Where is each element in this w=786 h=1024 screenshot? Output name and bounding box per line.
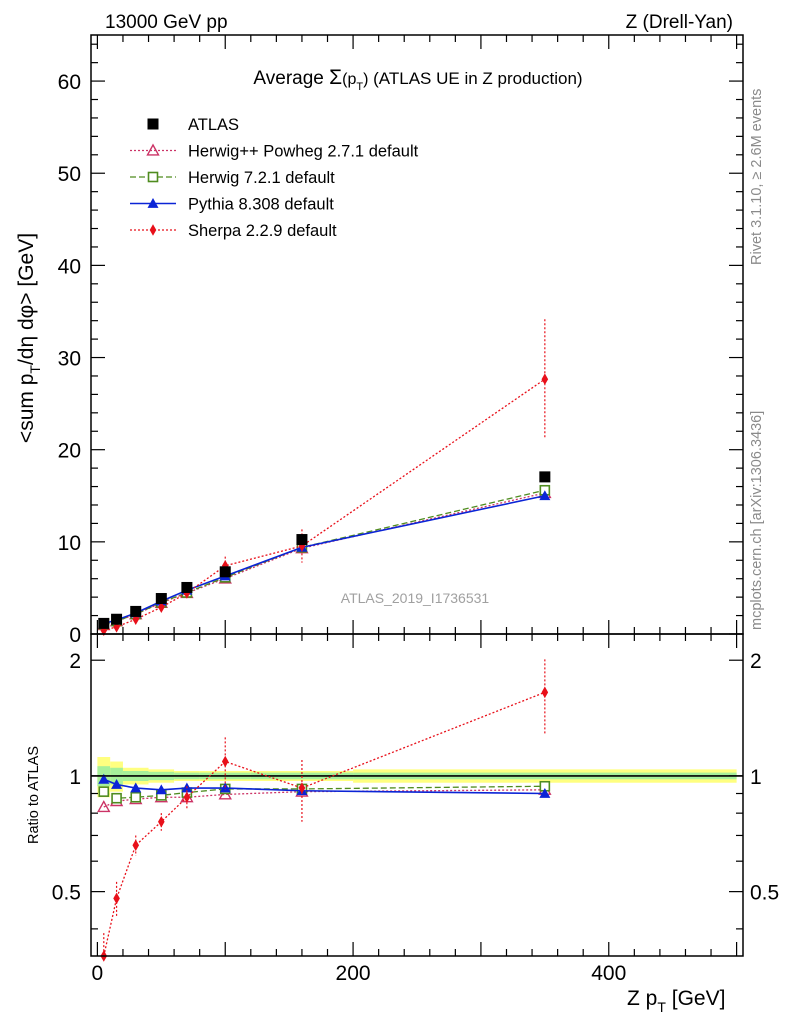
ratio-tick-label-right: 1 bbox=[750, 766, 762, 789]
ratio-point bbox=[298, 782, 306, 794]
axis-ticks: 0 10 20 30 40 50 60 0 200 400 0.5 0.5 1 1 2 2 bbox=[52, 35, 779, 985]
atlas-point bbox=[111, 613, 123, 625]
header-left: 13000 GeV pp bbox=[105, 12, 228, 33]
series-line bbox=[103, 378, 546, 631]
data-point bbox=[541, 373, 549, 385]
x-axis-title: Z pT [GeV] bbox=[627, 987, 725, 1015]
y-tick-label: 60 bbox=[58, 71, 81, 94]
ratio-point bbox=[98, 773, 110, 784]
ratio-point bbox=[130, 782, 142, 793]
y-tick-label: 30 bbox=[58, 348, 81, 371]
ratio-tick-label-left: 0.5 bbox=[52, 882, 81, 905]
y-tick-label: 50 bbox=[58, 163, 81, 186]
ratio-point bbox=[221, 755, 229, 768]
mcplots-label: mcplots.cern.ch [arXiv:1306.3436] bbox=[749, 411, 765, 630]
legend-label: Sherpa 2.2.9 default bbox=[188, 222, 337, 240]
y-axis-title: <sum pT/dη dφ> [GeV] bbox=[15, 233, 43, 443]
ratio-point bbox=[183, 791, 191, 804]
ratio-point bbox=[219, 782, 231, 793]
legend-marker bbox=[147, 198, 159, 208]
ratio-axis-title: Ratio to ATLAS bbox=[26, 746, 42, 844]
chart-title: Average Σ(pT) (ATLAS UE in Z production) bbox=[253, 66, 582, 93]
legend-label: ATLAS bbox=[188, 116, 239, 134]
atlas-point bbox=[130, 605, 142, 617]
ratio-point bbox=[113, 892, 120, 905]
ratio-point bbox=[111, 778, 123, 789]
atlas-point bbox=[181, 581, 193, 593]
ratio-uncertainty-band bbox=[91, 756, 743, 798]
y-tick-label: 10 bbox=[58, 532, 81, 555]
legend-marker bbox=[149, 224, 157, 236]
legend-entry: Herwig 7.2.1 default bbox=[130, 169, 335, 187]
series-atlas bbox=[98, 471, 551, 629]
ratio-line bbox=[103, 785, 545, 799]
ratio-panel-frame bbox=[90, 633, 744, 957]
ratio-line bbox=[103, 691, 546, 957]
y-tick-label: 20 bbox=[58, 440, 81, 463]
atlas-point bbox=[155, 593, 167, 605]
header-right: Z (Drell-Yan) bbox=[626, 12, 733, 33]
legend-label: Pythia 8.308 default bbox=[188, 196, 334, 214]
y-tick-label: 0 bbox=[69, 624, 81, 647]
ratio-tick-label-left: 2 bbox=[69, 650, 81, 673]
atlas-point bbox=[219, 566, 231, 578]
series-4-ratio bbox=[100, 659, 549, 962]
ratio-point bbox=[111, 792, 122, 804]
legend-entry: Sherpa 2.2.9 default bbox=[130, 222, 337, 240]
ratio-tick-label-left: 1 bbox=[69, 766, 81, 789]
legend: ATLAS Herwig++ Powheg 2.7.1 default Herwig… bbox=[130, 116, 419, 240]
x-tick-label: 200 bbox=[336, 962, 371, 985]
ratio-point bbox=[130, 791, 142, 803]
ratio-point bbox=[158, 815, 165, 828]
legend-entry: ATLAS bbox=[147, 116, 239, 134]
data-point bbox=[539, 490, 551, 501]
atlas-point bbox=[98, 617, 110, 629]
legend-label: Herwig 7.2.1 default bbox=[188, 169, 335, 187]
atlas-point bbox=[296, 534, 308, 546]
ratio-point bbox=[98, 786, 110, 797]
x-tick-label: 400 bbox=[591, 962, 626, 985]
legend-entry: Herwig++ Powheg 2.7.1 default bbox=[130, 143, 419, 161]
analysis-watermark: ATLAS_2019_I1736531 bbox=[341, 590, 490, 606]
legend-marker bbox=[147, 118, 159, 130]
ratio-point bbox=[132, 839, 140, 852]
ratio-panel-data bbox=[97, 659, 552, 962]
ratio-point bbox=[539, 788, 551, 798]
ratio-point bbox=[97, 800, 111, 813]
legend-marker bbox=[146, 143, 160, 156]
ratio-point bbox=[155, 784, 167, 795]
rivet-version-label: Rivet 3.1.10, ≥ 2.6M events bbox=[749, 89, 765, 265]
legend-label: Herwig++ Powheg 2.7.1 default bbox=[188, 143, 419, 161]
y-tick-label: 40 bbox=[58, 255, 81, 278]
x-tick-label: 0 bbox=[92, 962, 104, 985]
ratio-point bbox=[541, 686, 549, 699]
ratio-tick-label-right: 2 bbox=[750, 650, 762, 673]
legend-entry: Pythia 8.308 default bbox=[130, 196, 334, 214]
atlas-point bbox=[539, 471, 551, 483]
data-point bbox=[158, 601, 165, 614]
main-panel-data bbox=[97, 319, 552, 637]
ratio-tick-label-right: 0.5 bbox=[750, 882, 779, 905]
legend-marker bbox=[147, 171, 159, 183]
